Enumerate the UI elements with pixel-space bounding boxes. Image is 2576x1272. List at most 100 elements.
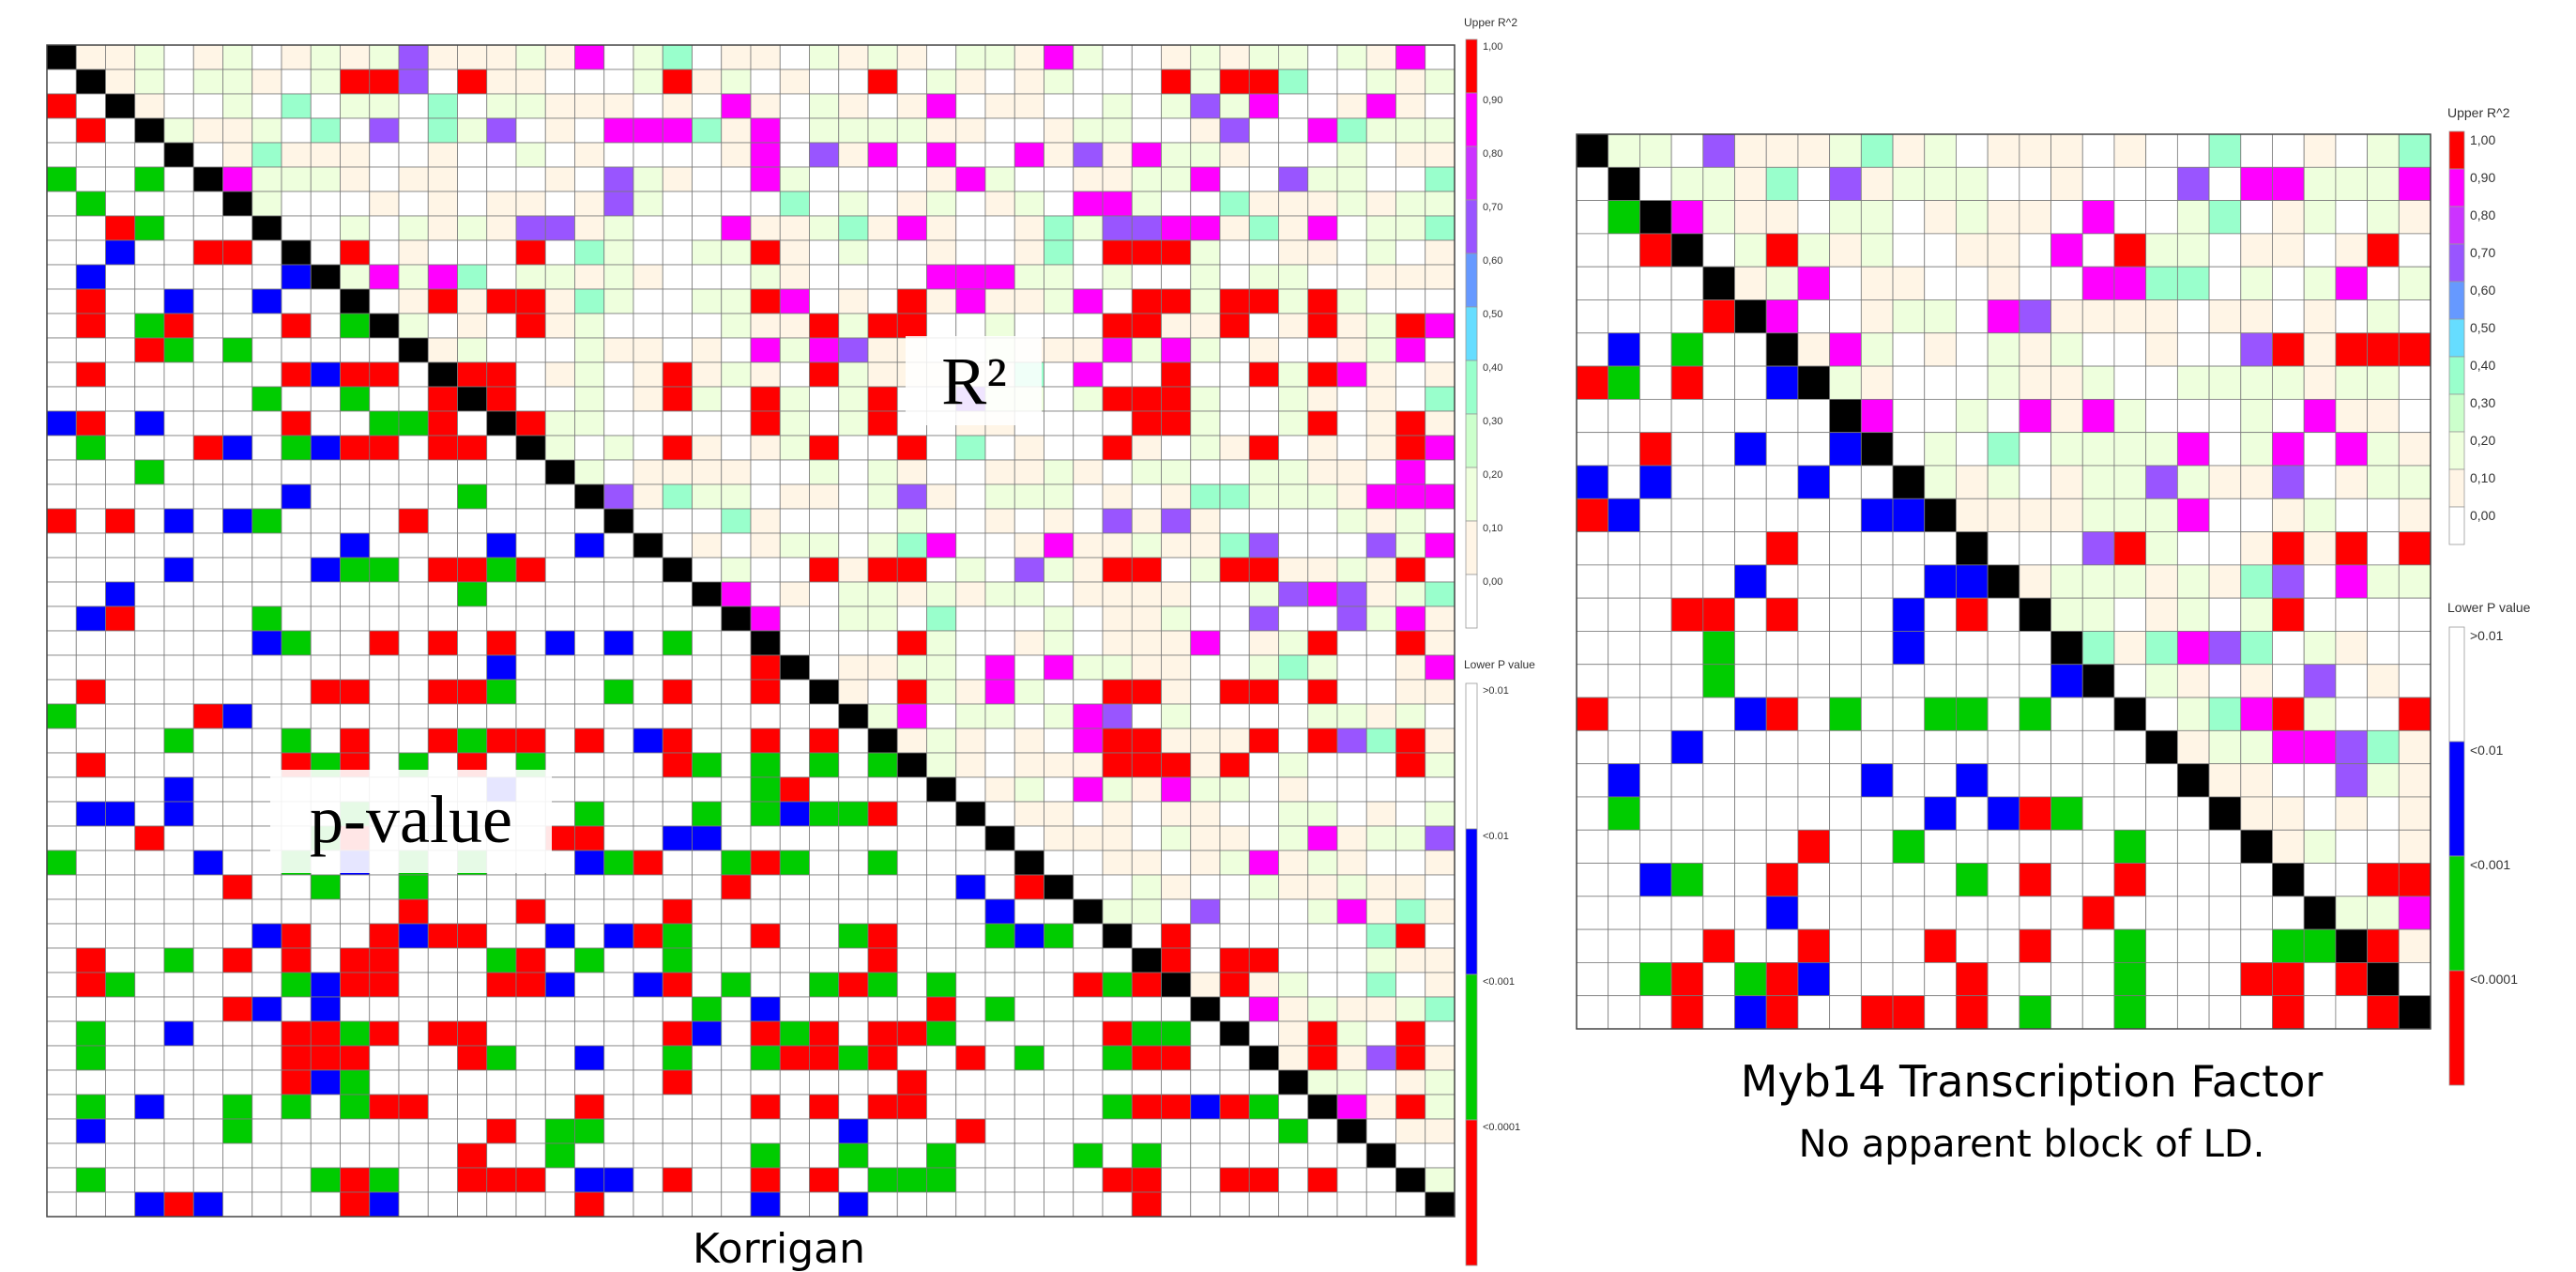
pvalue-cell [486, 1142, 517, 1169]
pvalue-cell [1860, 729, 1894, 765]
pvalue-cell [192, 459, 223, 485]
r2-cell [1425, 191, 1456, 217]
r2-cell [1161, 679, 1192, 705]
r2-cell [692, 93, 723, 119]
r2-cell [1956, 465, 1989, 499]
r2-cell [1365, 874, 1396, 900]
legend-swatch [1465, 360, 1478, 415]
r2-cell [867, 410, 898, 437]
r2-cell [1395, 1142, 1426, 1169]
pvalue-cell [46, 898, 77, 925]
pvalue-cell [544, 728, 575, 754]
pvalue-cell [603, 1094, 634, 1120]
r2-cell [1248, 752, 1279, 778]
r2-cell [1044, 215, 1075, 241]
r2-cell [2081, 564, 2115, 599]
pvalue-cell [75, 728, 106, 754]
r2-cell [1248, 557, 1279, 583]
r2-cell [281, 117, 312, 144]
pvalue-cell [1639, 896, 1672, 930]
pvalue-cell [1576, 299, 1609, 334]
pvalue-cell [750, 874, 781, 900]
legend-swatch [1465, 199, 1478, 254]
pvalue-cell [1892, 664, 1926, 698]
r2-cell [926, 239, 957, 266]
r2-cell [1278, 313, 1309, 339]
diagonal-cell [867, 728, 898, 754]
pvalue-cell [1014, 947, 1044, 973]
r2-cell [1102, 435, 1133, 461]
pvalue-cell [2208, 962, 2242, 997]
pvalue-cell [1956, 829, 1989, 864]
r2-cell [1190, 508, 1221, 534]
korrigan-pvalue-legend-title: Lower P value [1464, 658, 1535, 671]
legend-swatch [1465, 828, 1478, 975]
r2-cell [955, 605, 986, 632]
r2-cell [750, 435, 781, 461]
pvalue-cell [75, 117, 106, 144]
r2-cell [926, 728, 957, 754]
pvalue-cell [1219, 1045, 1250, 1071]
pvalue-cell [46, 191, 77, 217]
pvalue-cell [369, 898, 400, 925]
pvalue-cell [105, 361, 136, 388]
r2-cell [340, 215, 371, 241]
pvalue-cell [662, 1167, 693, 1193]
pvalue-cell [750, 801, 781, 827]
pvalue-cell [281, 1069, 312, 1096]
r2-cell [779, 508, 810, 534]
pvalue-cell [1765, 863, 1799, 897]
pvalue-cell [692, 654, 723, 681]
r2-cell [544, 191, 575, 217]
r2-cell [574, 361, 605, 388]
pvalue-cell [721, 801, 752, 827]
pvalue-cell [1892, 498, 1926, 532]
pvalue-cell [1576, 432, 1609, 467]
pvalue-cell [603, 1142, 634, 1169]
r2-cell [1395, 630, 1426, 656]
pvalue-cell [662, 972, 693, 998]
r2-cell [1924, 233, 1957, 268]
r2-cell [1131, 898, 1162, 925]
r2-cell [2335, 564, 2368, 599]
pvalue-cell [427, 874, 458, 900]
r2-cell [2113, 365, 2147, 400]
pvalue-cell [46, 752, 77, 778]
pvalue-cell [486, 581, 517, 607]
pvalue-cell [163, 1020, 194, 1047]
r2-cell [603, 93, 634, 119]
r2-cell [2367, 531, 2400, 566]
pvalue-cell [75, 557, 106, 583]
pvalue-cell [134, 874, 165, 900]
r2-cell [2272, 664, 2305, 698]
korrigan-title: Korrigan [693, 1225, 865, 1272]
pvalue-cell [457, 728, 488, 754]
r2-cell [134, 69, 165, 95]
pvalue-cell [427, 1045, 458, 1071]
r2-cell [1161, 728, 1192, 754]
pvalue-cell [222, 1069, 253, 1096]
pvalue-cell [1190, 1069, 1221, 1096]
r2-cell [457, 239, 488, 266]
pvalue-cell [721, 825, 752, 851]
pvalue-cell [838, 923, 869, 949]
pvalue-cell [1829, 896, 1862, 930]
r2-cell [955, 630, 986, 656]
r2-cell [867, 239, 898, 266]
r2-cell [2303, 200, 2337, 235]
r2-cell [2398, 299, 2431, 334]
r2-cell [2019, 200, 2051, 235]
pvalue-cell [867, 1020, 898, 1047]
pvalue-cell [340, 703, 371, 729]
diagonal-cell [955, 801, 986, 827]
diagonal-cell [603, 508, 634, 534]
pvalue-cell [574, 776, 605, 803]
r2-cell [1073, 191, 1104, 217]
r2-cell [1336, 532, 1367, 559]
pvalue-cell [163, 825, 194, 851]
pvalue-cell [340, 898, 371, 925]
r2-cell [163, 69, 194, 95]
r2-cell [1014, 313, 1044, 339]
pvalue-cell [75, 459, 106, 485]
pvalue-cell [809, 1094, 840, 1120]
